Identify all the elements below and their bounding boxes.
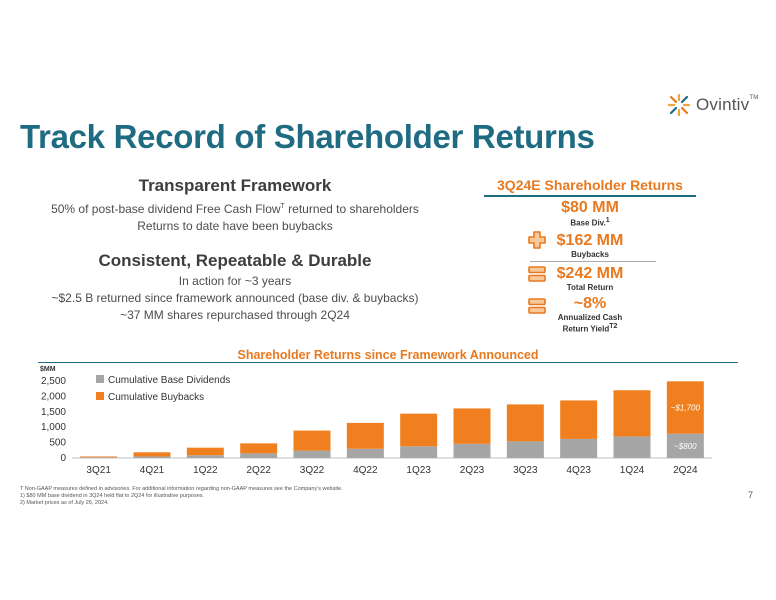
- bar-buybacks: [346, 422, 384, 449]
- bar-buybacks: [80, 456, 118, 458]
- page-title: Track Record of Shareholder Returns: [20, 118, 595, 155]
- bar-buybacks: [453, 408, 491, 444]
- x-tick-label: 1Q22: [193, 465, 218, 476]
- chart-title: Shareholder Returns since Framework Anno…: [237, 348, 539, 362]
- bar-buybacks: [293, 430, 331, 451]
- bar-base-dividends: [666, 433, 704, 458]
- x-tick-label: 3Q21: [86, 465, 111, 476]
- consistent-section: Consistent, Repeatable & Durable In acti…: [20, 251, 450, 324]
- bar-base-dividends: [613, 436, 651, 458]
- footnote-3: 2) Market prices as of July 26, 2024.: [20, 500, 109, 506]
- brand-name: OvintivTM: [696, 95, 759, 114]
- y-tick-label: 1,500: [41, 407, 66, 418]
- returns-box-title: 3Q24E Shareholder Returns: [484, 177, 696, 197]
- legend-swatch: [96, 375, 104, 383]
- x-tick-label: 1Q24: [620, 465, 645, 476]
- x-tick-label: 2Q24: [673, 465, 698, 476]
- yield-label-2: Return YieldT2: [562, 323, 618, 334]
- bar-base-dividends: [133, 456, 171, 458]
- total-return-value: $242 MM: [556, 265, 624, 282]
- yield-value: ~8%: [573, 295, 607, 312]
- bar-buybacks: [240, 443, 278, 454]
- y-axis-label: $MM: [40, 366, 56, 373]
- bar-annotation: ~$1,700: [671, 403, 701, 412]
- buybacks-label: Buybacks: [571, 250, 609, 259]
- x-tick-label: 3Q23: [513, 465, 538, 476]
- bar-base-dividends: [400, 446, 438, 458]
- ovintiv-logo-mark-icon: [668, 94, 690, 116]
- x-tick-label: 3Q22: [300, 465, 325, 476]
- y-tick-label: 0: [60, 453, 66, 464]
- x-tick-label: 2Q22: [246, 465, 271, 476]
- footnote-2: 1) $80 MM base dividend in 3Q24 held fla…: [20, 493, 205, 499]
- bar-base-dividends: [240, 453, 278, 458]
- bar-base-dividends: [453, 443, 491, 458]
- bar-base-dividends: [186, 455, 224, 458]
- bar-buybacks: [613, 390, 651, 437]
- bar-base-dividends: [506, 441, 544, 458]
- legend-swatch: [96, 392, 104, 400]
- equals-icon: [528, 265, 546, 288]
- x-tick-label: 4Q22: [353, 465, 378, 476]
- bar-base-dividends: [560, 438, 598, 458]
- bar-base-dividends: [346, 448, 384, 458]
- bar-base-dividends: [293, 450, 331, 458]
- buybacks-value: $162 MM: [556, 232, 624, 249]
- bar-buybacks: [666, 381, 704, 434]
- legend-label: Cumulative Buybacks: [108, 392, 204, 403]
- yield-label-1: Annualized Cash: [557, 313, 623, 322]
- bar-buybacks: [400, 413, 438, 447]
- ovintiv-logo: OvintivTM: [668, 94, 758, 116]
- equals-icon-2: [528, 297, 546, 320]
- bar-buybacks: [560, 400, 598, 439]
- shareholder-returns-chart: $MM 0 500 1,000 1,500 2,000 2,500 3Q21 4Q21 1Q2…: [40, 366, 712, 476]
- bar-annotation: ~$800: [674, 442, 697, 451]
- y-tick-label: 500: [49, 438, 66, 449]
- consistent-line-2: ~$2.5 B returned since framework announc…: [51, 291, 419, 305]
- x-tick-label: 4Q23: [566, 465, 591, 476]
- consistent-line-3: ~37 MM shares repurchased through 2Q24: [120, 308, 350, 322]
- consistent-heading: Consistent, Repeatable & Durable: [98, 251, 372, 270]
- y-tick-label: 1,000: [41, 422, 66, 433]
- y-tick-label: 2,000: [41, 391, 66, 402]
- framework-line-2: Returns to date have been buybacks: [137, 219, 333, 233]
- total-return-label: Total Return: [566, 283, 614, 292]
- framework-line-1: 50% of post-base dividend Free Cash Flow…: [51, 202, 419, 216]
- x-tick-label: 2Q23: [460, 465, 485, 476]
- bar-buybacks: [506, 404, 544, 442]
- base-dividend-label: Base Div.1: [570, 217, 610, 228]
- legend-label: Cumulative Base Dividends: [108, 375, 230, 386]
- bar-buybacks: [133, 452, 171, 457]
- framework-heading: Transparent Framework: [138, 176, 332, 195]
- x-tick-label: 4Q21: [140, 465, 165, 476]
- bar-buybacks: [186, 447, 224, 456]
- transparent-framework-section: Transparent Framework 50% of post-base d…: [20, 176, 450, 235]
- chart-title-rule: [38, 362, 738, 363]
- plus-icon: [528, 231, 546, 254]
- base-dividend-value: $80 MM: [561, 199, 619, 216]
- y-tick-label: 2,500: [41, 376, 66, 387]
- sum-divider: [530, 261, 656, 262]
- footnote-1: T Non-GAAP measures defined in advisorie…: [20, 486, 343, 492]
- bar-base-dividends: [80, 457, 118, 458]
- page-number: 7: [748, 490, 754, 500]
- x-tick-label: 1Q23: [406, 465, 431, 476]
- consistent-line-1: In action for ~3 years: [178, 274, 292, 288]
